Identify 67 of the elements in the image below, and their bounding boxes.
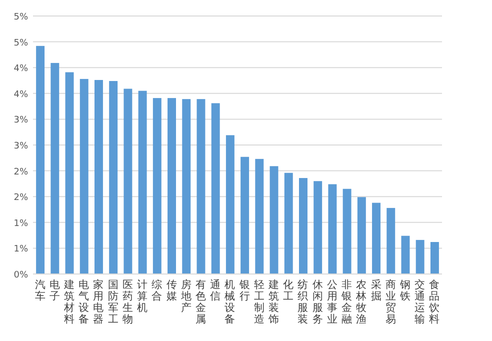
bar	[314, 181, 322, 274]
y-tick-label: 4%	[14, 64, 28, 74]
bar	[50, 62, 60, 274]
x-tick-label: 机械设备	[224, 279, 236, 326]
bar	[226, 135, 234, 274]
x-tick-label: 农林牧渔	[355, 279, 368, 326]
y-tick-label: 5%	[14, 12, 28, 22]
bar	[94, 80, 103, 274]
x-tick-label: 传媒	[166, 279, 178, 302]
x-tick-label: 通信	[210, 278, 222, 302]
bar	[270, 166, 278, 274]
bar	[401, 236, 410, 274]
y-tick-label: 3%	[14, 116, 28, 126]
x-tick-label: 食品饮料	[428, 279, 440, 326]
x-tick-label: 交通运输	[414, 278, 426, 326]
bar	[138, 90, 147, 274]
x-tick-label: 轻工制造	[254, 279, 265, 326]
bar	[328, 184, 337, 274]
y-tick-label: 0%	[14, 270, 28, 280]
y-tick-label: 2%	[14, 193, 28, 204]
x-tick-label: 纺织服装	[298, 278, 309, 326]
bar	[240, 156, 250, 274]
bar	[357, 197, 366, 274]
bar	[109, 81, 118, 274]
bar	[430, 242, 439, 274]
y-tick-label: 1%	[14, 218, 28, 229]
bar	[124, 88, 132, 274]
x-tick-label: 家用电器	[93, 278, 104, 326]
x-tick-label: 建筑材料	[63, 278, 76, 326]
bar	[196, 99, 206, 274]
x-tick-label: 化工	[283, 279, 294, 302]
bar	[342, 188, 352, 274]
bar	[386, 208, 396, 274]
x-tick-label: 采掘	[370, 278, 382, 302]
x-tick-label: 电子	[49, 278, 60, 302]
bar	[255, 158, 264, 274]
bar	[372, 202, 381, 274]
bar	[168, 98, 176, 274]
y-tick-label: 3%	[14, 142, 28, 152]
x-tick-label: 公用事业	[326, 279, 338, 326]
x-tick-label: 计算机	[137, 278, 148, 314]
x-tick-label: 汽车	[34, 279, 46, 302]
x-tick-label: 医药生物	[122, 279, 134, 326]
x-tick-label: 建筑装饰	[268, 278, 280, 326]
bar	[284, 172, 293, 274]
bar	[298, 178, 308, 274]
y-tick-label: 2%	[14, 167, 28, 178]
bar	[80, 78, 88, 274]
x-tick-label: 商业贸易	[385, 278, 396, 326]
bar	[152, 98, 162, 274]
x-tick-label: 休闲服务	[312, 279, 324, 326]
x-tick-label: 钢铁	[398, 279, 411, 302]
bar	[36, 46, 45, 274]
x-tick-label: 电气设备	[78, 278, 90, 326]
bar	[211, 103, 220, 274]
x-tick-label: 国防军工	[108, 279, 119, 326]
x-tick-label: 有色金属	[195, 279, 206, 326]
x-tick-label: 银行	[238, 279, 250, 302]
y-tick-label: 4%	[14, 90, 28, 100]
bar	[65, 72, 74, 274]
x-tick-label: 房地产	[180, 278, 192, 314]
y-tick-label: 5%	[14, 38, 28, 48]
bar	[416, 240, 424, 274]
bar	[182, 99, 191, 274]
x-tick-label: 非银金融	[340, 278, 353, 326]
y-tick-label: 1%	[14, 244, 28, 255]
x-tick-label: 综合	[152, 278, 163, 302]
